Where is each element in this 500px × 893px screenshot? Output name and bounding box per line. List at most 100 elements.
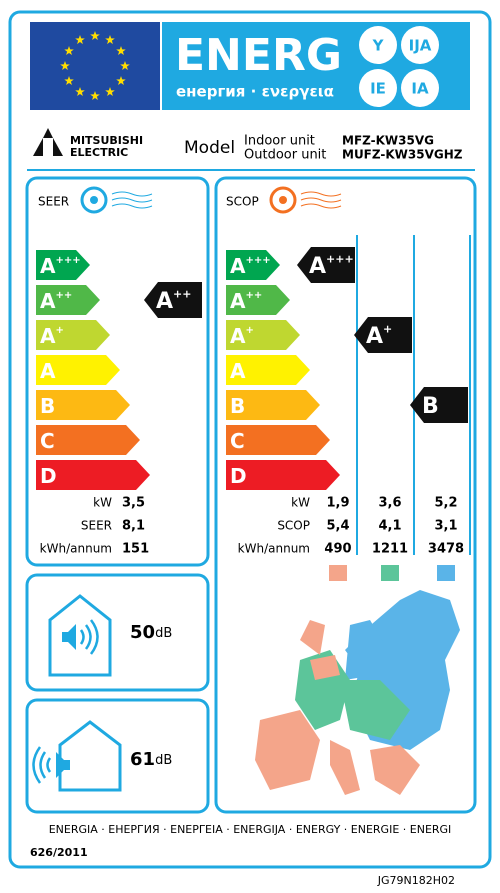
class-sup: ++ — [245, 290, 262, 301]
class-letter: B — [230, 394, 245, 418]
class-arrow — [36, 460, 150, 490]
language-badge — [359, 26, 397, 64]
scop-value: 1211 — [372, 542, 408, 557]
class-label: A++ — [156, 287, 191, 314]
class-sup: + — [245, 325, 253, 336]
scop-value: 490 — [324, 542, 351, 557]
class-label: A+ — [366, 322, 392, 349]
class-arrow — [226, 425, 330, 455]
star — [120, 61, 130, 70]
europe-map — [255, 590, 460, 795]
class-arrow — [226, 250, 280, 280]
class-label: A++ — [230, 289, 262, 313]
class-label: B — [230, 394, 245, 418]
class-arrow — [36, 390, 130, 420]
scop-panel — [214, 176, 477, 814]
class-sup: +++ — [55, 255, 80, 266]
zone-swatch — [329, 565, 347, 581]
class-label: A — [40, 359, 56, 383]
seer-title: SEER — [38, 195, 69, 209]
rating-arrow — [297, 247, 355, 283]
class-label: A+++ — [40, 254, 81, 278]
star — [75, 87, 85, 96]
heat-fan-icon — [269, 186, 342, 214]
star — [116, 46, 126, 55]
scop-value: 5,2 — [434, 496, 457, 511]
seer-row-label: SEER — [81, 519, 112, 533]
rating-arrow — [410, 387, 468, 423]
brand-line1: MITSUBISHI — [70, 134, 143, 147]
star — [105, 35, 115, 45]
star — [105, 87, 115, 96]
outdoor-noise-panel — [25, 698, 210, 814]
class-label: A+ — [230, 324, 254, 348]
class-letter: A — [40, 324, 56, 348]
class-letter: D — [230, 464, 247, 488]
outdoor-label: Outdoor unit — [244, 148, 326, 163]
class-sup: + — [55, 325, 63, 336]
energy-title: ENERG — [175, 30, 342, 81]
class-sup: +++ — [326, 252, 354, 265]
class-letter: C — [40, 429, 55, 453]
scop-row-label: kW — [291, 496, 310, 510]
model-label: Model — [184, 138, 235, 158]
class-letter: A — [40, 359, 56, 383]
language-code: IA — [411, 80, 429, 98]
scop-value: 3,6 — [378, 496, 401, 511]
rating-arrow — [354, 317, 412, 353]
class-arrow — [226, 285, 290, 315]
seer-row-label: kWh/annum — [40, 542, 112, 556]
class-label: A — [230, 359, 246, 383]
star — [90, 31, 100, 40]
seer-row-value: 3,5 — [122, 496, 145, 511]
language-badges: Y IJA IE IA — [359, 26, 439, 107]
scop-row-label: SCOP — [277, 519, 310, 533]
star — [64, 46, 74, 55]
class-arrow — [36, 320, 110, 350]
speaker-out — [32, 746, 70, 784]
zone-swatch — [381, 565, 399, 581]
class-arrow — [36, 250, 90, 280]
rating-arrow — [144, 282, 202, 318]
class-letter: D — [40, 464, 57, 488]
outdoor-noise-icon — [58, 720, 122, 792]
outdoor-noise-value: 61dB — [130, 749, 172, 770]
language-code: IJA — [409, 37, 432, 55]
indoor-noise-icon — [48, 594, 112, 677]
class-letter: A — [40, 254, 56, 278]
class-letter: A — [309, 254, 326, 279]
class-arrow — [36, 285, 100, 315]
class-label: A++ — [40, 289, 72, 313]
class-sup: ++ — [55, 290, 72, 301]
scop-title: SCOP — [226, 195, 259, 209]
class-letter: A — [230, 254, 246, 278]
brand-logo — [33, 128, 63, 156]
seer-panel — [25, 176, 210, 567]
class-letter: A — [366, 324, 383, 349]
star — [90, 91, 100, 100]
indoor-label: Indoor unit — [244, 134, 315, 149]
class-letter: B — [40, 394, 55, 418]
class-arrow — [36, 425, 140, 455]
indoor-noise-value: 50dB — [130, 622, 172, 643]
class-label: D — [230, 464, 247, 488]
class-label: C — [230, 429, 245, 453]
class-letter: C — [230, 429, 245, 453]
class-label: A+++ — [309, 252, 354, 279]
indoor-model: MFZ-KW35VG — [342, 134, 434, 148]
class-sup: +++ — [245, 255, 270, 266]
class-label: A+ — [40, 324, 64, 348]
class-arrow — [226, 390, 320, 420]
outdoor-model: MUFZ-KW35VGHZ — [342, 148, 463, 162]
language-code: Y — [372, 37, 385, 55]
class-sup: ++ — [173, 287, 191, 300]
star — [116, 76, 126, 85]
star — [60, 61, 70, 70]
footer-languages: ENERGIA · ЕНЕРГИЯ · ΕΝΕΡΓΕΙΑ · ENERGIJA … — [49, 823, 452, 836]
regulation: 626/2011 — [30, 846, 88, 859]
class-arrow — [226, 320, 300, 350]
scop-value: 5,4 — [326, 519, 349, 534]
class-label: D — [40, 464, 57, 488]
seer-row-value: 8,1 — [122, 519, 145, 534]
